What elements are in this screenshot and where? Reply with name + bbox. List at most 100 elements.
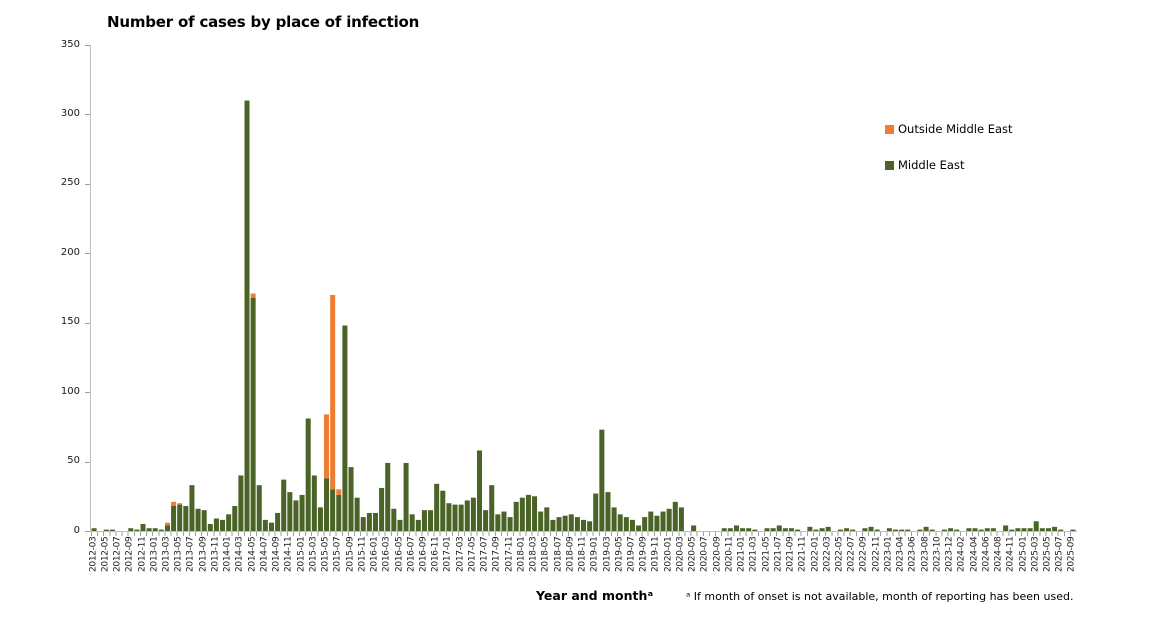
- y-tick-mark: [85, 45, 90, 46]
- bar-middle-east: [648, 511, 654, 531]
- bar-middle-east: [954, 529, 960, 531]
- bar-middle-east: [250, 297, 256, 531]
- bar-middle-east: [923, 526, 929, 531]
- bar-middle-east: [397, 519, 403, 531]
- legend-swatch-middle-east-icon: [885, 161, 894, 170]
- bar-middle-east: [929, 529, 935, 531]
- x-tick-label: 2015-03: [308, 536, 319, 573]
- x-tick-label: 2012-05: [100, 536, 111, 573]
- bar-middle-east: [1070, 529, 1076, 531]
- bar-middle-east: [636, 525, 642, 531]
- x-tick-label: 2025-07: [1054, 536, 1065, 573]
- x-tick-label: 2025-03: [1030, 536, 1041, 573]
- x-tick-label: 2014-05: [247, 536, 258, 573]
- x-tick-label: 2015-09: [345, 536, 355, 573]
- bar-middle-east: [421, 510, 427, 531]
- bar-middle-east: [262, 519, 268, 531]
- bar-middle-east: [256, 485, 262, 531]
- bar-middle-east: [941, 529, 947, 531]
- bar-middle-east: [1033, 521, 1039, 531]
- bar-middle-east: [379, 487, 385, 531]
- bar-middle-east: [226, 514, 232, 531]
- x-tick-label: 2013-07: [185, 536, 196, 573]
- bar-middle-east: [317, 507, 323, 531]
- bar-middle-east: [782, 528, 788, 531]
- x-tick-label: 2020-07: [699, 536, 710, 573]
- x-tick-label: 2015-07: [332, 536, 343, 573]
- bar-outside-middle-east: [177, 503, 183, 505]
- x-tick-label: 2018-09: [565, 536, 576, 573]
- bar-middle-east: [268, 522, 274, 531]
- x-tick-label: 2019-11: [650, 536, 661, 573]
- bar-middle-east: [287, 492, 293, 531]
- bar-middle-east: [568, 514, 574, 531]
- bar-middle-east: [825, 526, 831, 531]
- bar-middle-east: [440, 490, 446, 531]
- x-tick-label: 2018-03: [528, 536, 539, 573]
- y-tick-mark: [85, 392, 90, 394]
- legend: Outside Middle East Middle East: [885, 122, 1105, 194]
- bar-middle-east: [837, 529, 843, 531]
- bar-middle-east: [403, 462, 409, 531]
- bar-middle-east: [171, 506, 177, 531]
- x-tick-label: 2020-01: [663, 536, 674, 573]
- bar-outside-middle-east: [171, 501, 177, 507]
- bar-middle-east: [917, 529, 923, 531]
- x-tick-label: 2021-11: [797, 536, 808, 573]
- bar-middle-east: [862, 528, 868, 531]
- bar-middle-east: [972, 528, 978, 531]
- bar-outside-middle-east: [336, 489, 342, 495]
- bar-middle-east: [770, 528, 776, 531]
- y-tick-mark: [85, 183, 90, 185]
- bar-middle-east: [733, 525, 739, 531]
- y-tick-mark: [85, 461, 90, 463]
- legend-label: Outside Middle East: [898, 122, 1013, 136]
- bar-outside-middle-east: [324, 414, 330, 479]
- bar-middle-east: [629, 519, 635, 531]
- x-tick-label: 2016-01: [369, 536, 380, 573]
- x-tick-label: 2012-03: [88, 536, 99, 573]
- bar-middle-east: [819, 528, 825, 531]
- bar-middle-east: [538, 511, 544, 531]
- bar-middle-east: [220, 519, 226, 531]
- bar-middle-east: [1015, 528, 1021, 531]
- x-tick-label: 2025-05: [1042, 536, 1053, 573]
- bar-outside-middle-east: [330, 294, 336, 490]
- bar-middle-east: [128, 528, 134, 531]
- x-tick-label: 2017-09: [491, 536, 502, 573]
- x-tick-label: 2024-11: [1005, 536, 1016, 573]
- bar-middle-east: [721, 528, 727, 531]
- bar-middle-east: [476, 450, 482, 531]
- x-tick-label: 2016-05: [394, 536, 404, 573]
- bar-middle-east: [360, 517, 366, 531]
- bar-middle-east: [244, 100, 250, 531]
- bar-middle-east: [593, 493, 599, 531]
- bar-middle-east: [385, 462, 391, 531]
- x-tick-label: 2023-04: [895, 536, 906, 573]
- x-tick-label: 2022-05: [834, 536, 845, 573]
- x-tick-label: 2021-05: [761, 536, 771, 573]
- x-tick-label: 2025-01: [1018, 536, 1028, 573]
- bar-middle-east: [507, 517, 513, 531]
- bar-middle-east: [158, 529, 164, 531]
- x-tick-label: 2020-09: [712, 536, 723, 573]
- x-tick-label: 2017-03: [455, 536, 466, 573]
- bar-middle-east: [164, 525, 170, 531]
- chart-title: Number of cases by place of infection: [107, 13, 420, 31]
- x-tick-label: 2025-09: [1066, 536, 1077, 573]
- bar-middle-east: [580, 519, 587, 531]
- x-tick-label: 2021-01: [736, 536, 747, 573]
- x-tick-label: 2018-11: [577, 536, 588, 573]
- y-tick-label: 0: [73, 524, 80, 536]
- bar-middle-east: [146, 528, 152, 531]
- bar-middle-east: [599, 429, 605, 531]
- bar-middle-east: [140, 524, 146, 531]
- x-tick-label: 2020-11: [724, 536, 735, 573]
- x-tick-label: 2023-01: [883, 536, 894, 573]
- bar-middle-east: [550, 519, 556, 531]
- bar-middle-east: [213, 518, 219, 531]
- bar-middle-east: [372, 512, 378, 531]
- bar-middle-east: [984, 528, 990, 531]
- bar-middle-east: [905, 529, 911, 531]
- bars-svg: [91, 100, 1076, 531]
